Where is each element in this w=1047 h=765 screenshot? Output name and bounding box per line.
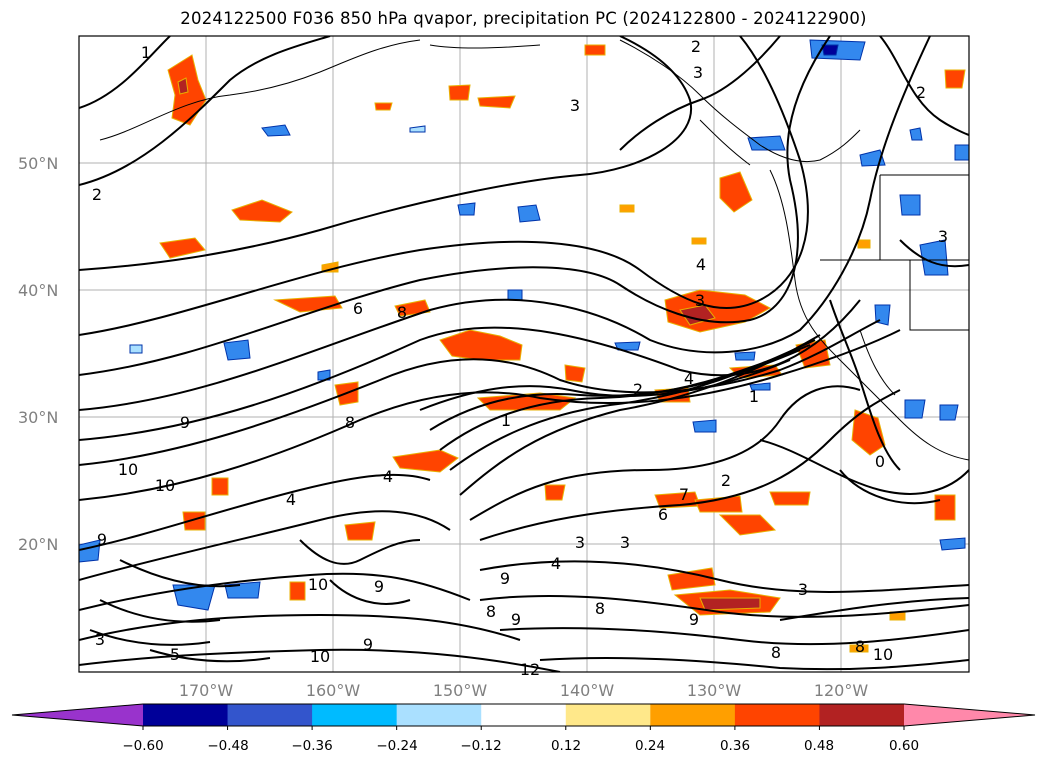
colorbar-segment	[565, 704, 651, 726]
contour-label: 8	[345, 413, 355, 432]
latitude-labels: 50°N 40°N 30°N 20°N	[18, 154, 58, 554]
contour-label: 4	[551, 554, 561, 573]
contour-label: 2	[633, 380, 643, 399]
contour-label: 3	[95, 630, 105, 649]
contour-label: 9	[500, 569, 510, 588]
lat-label-20: 20°N	[18, 535, 58, 554]
contour-label: 1	[141, 43, 151, 62]
contour-label: 10	[155, 476, 175, 495]
contour-label: 2	[92, 185, 102, 204]
lat-label-40: 40°N	[18, 281, 58, 300]
contour-label: 6	[353, 299, 363, 318]
colorbar-extend-max	[904, 704, 1035, 726]
contour-label: 1	[749, 387, 759, 406]
contour-label: 12	[520, 660, 540, 679]
contour-label: 8	[595, 599, 605, 618]
lon-label-150w: 150°W	[433, 681, 488, 700]
qvapor-contours	[79, 36, 969, 672]
contour-label: 8	[486, 602, 496, 621]
lon-label-140w: 140°W	[560, 681, 615, 700]
contour-label: 3	[575, 533, 585, 552]
coastlines	[99, 39, 969, 461]
contour-label: 10	[310, 647, 330, 666]
colorbar-tick-label: −0.36	[291, 738, 332, 754]
contour-label: 0	[875, 452, 885, 471]
contour-label: 9	[511, 610, 521, 629]
contour-label: 8	[397, 303, 407, 322]
contour-label: 10	[118, 460, 138, 479]
colorbar-tick-label: 0.36	[720, 738, 750, 754]
colorbar-tick-label: 0.60	[889, 738, 919, 754]
contour-label: 3	[693, 63, 703, 82]
colorbar-extend-min	[12, 704, 143, 726]
contour-label: 9	[97, 530, 107, 549]
contour-label: 5	[170, 645, 180, 664]
contour-label: 8	[771, 643, 781, 662]
colorbar-segment	[396, 704, 482, 726]
contour-label: 10	[873, 645, 893, 664]
lat-label-50: 50°N	[18, 154, 58, 173]
lon-label-120w: 120°W	[814, 681, 869, 700]
plot-area	[79, 36, 969, 672]
colorbar-segment	[481, 704, 567, 726]
contour-label: 3	[570, 96, 580, 115]
colorbar	[11, 703, 1036, 730]
colorbar-tick-label: −0.24	[376, 738, 417, 754]
colorbar-tick-label: −0.60	[122, 738, 163, 754]
contour-label: 7	[679, 485, 689, 504]
contour-label: 10	[308, 575, 328, 594]
contour-label: 3	[938, 227, 948, 246]
colorbar-tick-label: −0.12	[460, 738, 501, 754]
colorbar-segment	[312, 704, 398, 726]
contour-label: 9	[689, 610, 699, 629]
contour-label: 2	[721, 471, 731, 490]
map-title: 2024122500 F036 850 hPa qvapor, precipit…	[180, 9, 867, 28]
contour-label: 3	[695, 291, 705, 310]
contour-label: 6	[658, 505, 668, 524]
colorbar-segment	[227, 704, 313, 726]
colorbar-segment	[650, 704, 736, 726]
contour-label: 2	[691, 37, 701, 56]
lat-label-30: 30°N	[18, 408, 58, 427]
contour-label: 4	[696, 255, 706, 274]
colorbar-tick-labels: −0.60 −0.48 −0.36 −0.24 −0.12 0.12 0.24 …	[122, 738, 919, 754]
contour-label: 9	[180, 413, 190, 432]
colorbar-tick-label: 0.48	[804, 738, 834, 754]
colorbar-segment	[143, 704, 229, 726]
contour-label: 4	[383, 467, 393, 486]
colorbar-segment	[819, 704, 905, 726]
lon-label-160w: 160°W	[306, 681, 361, 700]
contour-label: 9	[363, 635, 373, 654]
contour-label: 3	[798, 580, 808, 599]
contour-label: 2	[916, 83, 926, 102]
contour-label: 4	[684, 369, 694, 388]
contour-label: 9	[374, 577, 384, 596]
contour-label: 8	[855, 637, 865, 656]
colorbar-tick-label: −0.48	[207, 738, 248, 754]
contour-label: 1	[501, 411, 511, 430]
gridlines	[79, 36, 969, 672]
contour-label: 4	[286, 490, 296, 509]
colorbar-segment	[734, 704, 820, 726]
lon-label-130w: 130°W	[687, 681, 742, 700]
longitude-labels: 170°W 160°W 150°W 140°W 130°W 120°W	[179, 681, 869, 700]
contour-label: 3	[620, 533, 630, 552]
colorbar-tick-label: 0.24	[635, 738, 665, 754]
plot-frame	[78, 35, 970, 673]
colorbar-tick-label: 0.12	[551, 738, 581, 754]
lon-label-170w: 170°W	[179, 681, 234, 700]
